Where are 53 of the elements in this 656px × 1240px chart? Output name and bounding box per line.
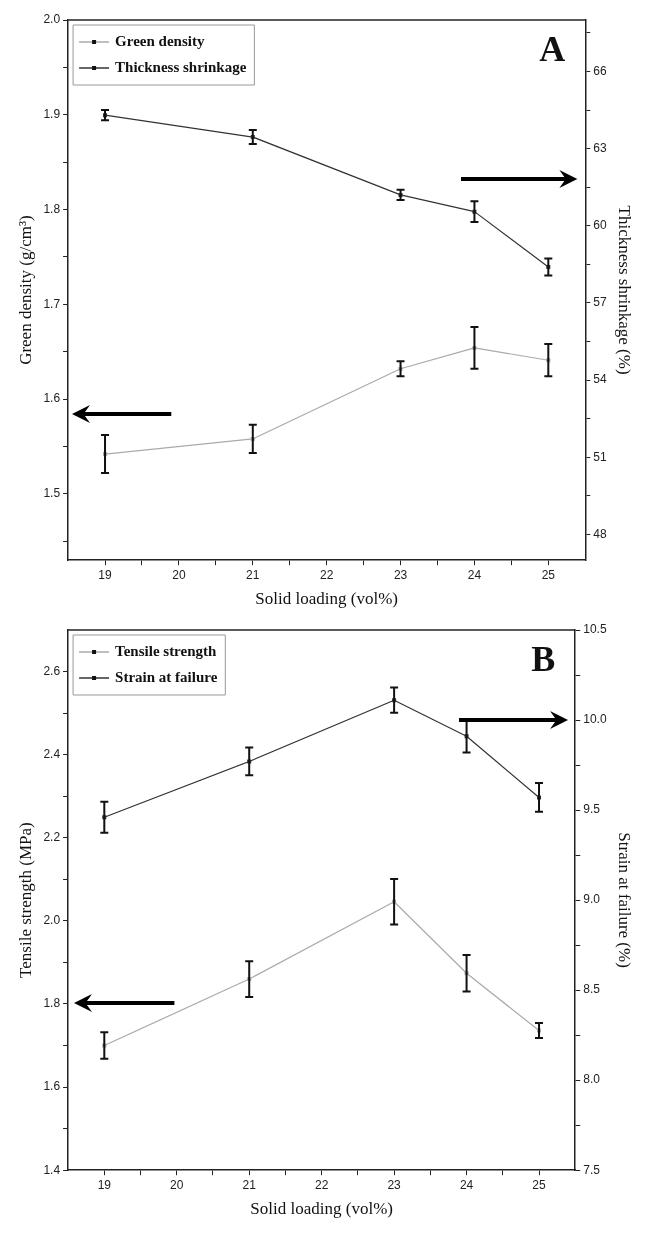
y-axis-title: Tensile strength (MPa): [15, 822, 35, 978]
x-tick-label: 25: [532, 1177, 547, 1192]
x-axis-title: Solid loading (vol%): [250, 1199, 393, 1219]
y2-tick-label: 54: [593, 372, 607, 387]
y-tick-label: 1.8: [43, 996, 61, 1011]
y2-tick-label: 10.5: [583, 622, 607, 637]
y-tick-label: 2.6: [43, 663, 61, 678]
x-tick-label: 20: [172, 567, 186, 582]
y-axis-title: Green density (g/cm³): [15, 215, 35, 365]
y2-axis-title: Strain at failure (%): [615, 832, 635, 968]
y2-tick-label: 63: [593, 140, 607, 155]
y-tick-label: 1.7: [43, 296, 61, 311]
y2-tick-label: 8.5: [583, 982, 601, 997]
annotation: A: [539, 29, 566, 70]
y-tick-label: 1.9: [43, 107, 61, 122]
x-tick-label: 24: [459, 1177, 474, 1192]
legend-label: Tensile strength: [115, 642, 217, 659]
y2-tick-label: 48: [593, 526, 607, 541]
x-tick-label: 23: [387, 1177, 402, 1192]
y2-tick-label: 60: [593, 218, 607, 233]
x-tick-label: 21: [242, 1177, 257, 1192]
y2-tick-label: 10.0: [583, 712, 607, 727]
y-tick-label: 1.4: [43, 1162, 61, 1177]
x-tick-label: 21: [246, 567, 260, 582]
y2-tick-label: 51: [593, 449, 607, 464]
x-tick-label: 23: [393, 567, 408, 582]
y2-tick-label: 9.5: [583, 802, 601, 817]
x-tick-label: 19: [97, 1177, 112, 1192]
y-tick-label: 2.2: [43, 830, 61, 845]
x-tick-label: 22: [319, 567, 334, 582]
y2-tick-label: 9.0: [583, 892, 601, 907]
y2-tick-label: 8.0: [583, 1072, 601, 1087]
legend-label: Thickness shrinkage: [115, 58, 247, 75]
y2-tick-label: 7.5: [583, 1162, 601, 1177]
x-axis-title: Solid loading (vol%): [255, 589, 398, 609]
y-tick-label: 1.6: [43, 1079, 61, 1094]
y-tick-label: 2.0: [43, 913, 61, 928]
y2-tick-label: 57: [593, 295, 607, 310]
y-tick-label: 1.6: [43, 391, 61, 406]
legend-label: Strain at failure: [115, 668, 218, 685]
legend-label: Green density: [115, 32, 205, 49]
y-tick-label: 1.5: [43, 486, 61, 501]
y-tick-label: 2.0: [43, 12, 61, 27]
x-tick-label: 22: [314, 1177, 329, 1192]
y-tick-label: 2.4: [43, 746, 61, 761]
y2-axis-title: Thickness shrinkage (%): [615, 205, 635, 375]
annotation: B: [531, 639, 556, 680]
y-tick-label: 1.8: [43, 201, 61, 216]
x-tick-label: 25: [541, 567, 556, 582]
x-tick-label: 20: [170, 1177, 184, 1192]
x-tick-label: 24: [467, 567, 482, 582]
y2-tick-label: 66: [593, 63, 607, 78]
x-tick-label: 19: [98, 567, 113, 582]
